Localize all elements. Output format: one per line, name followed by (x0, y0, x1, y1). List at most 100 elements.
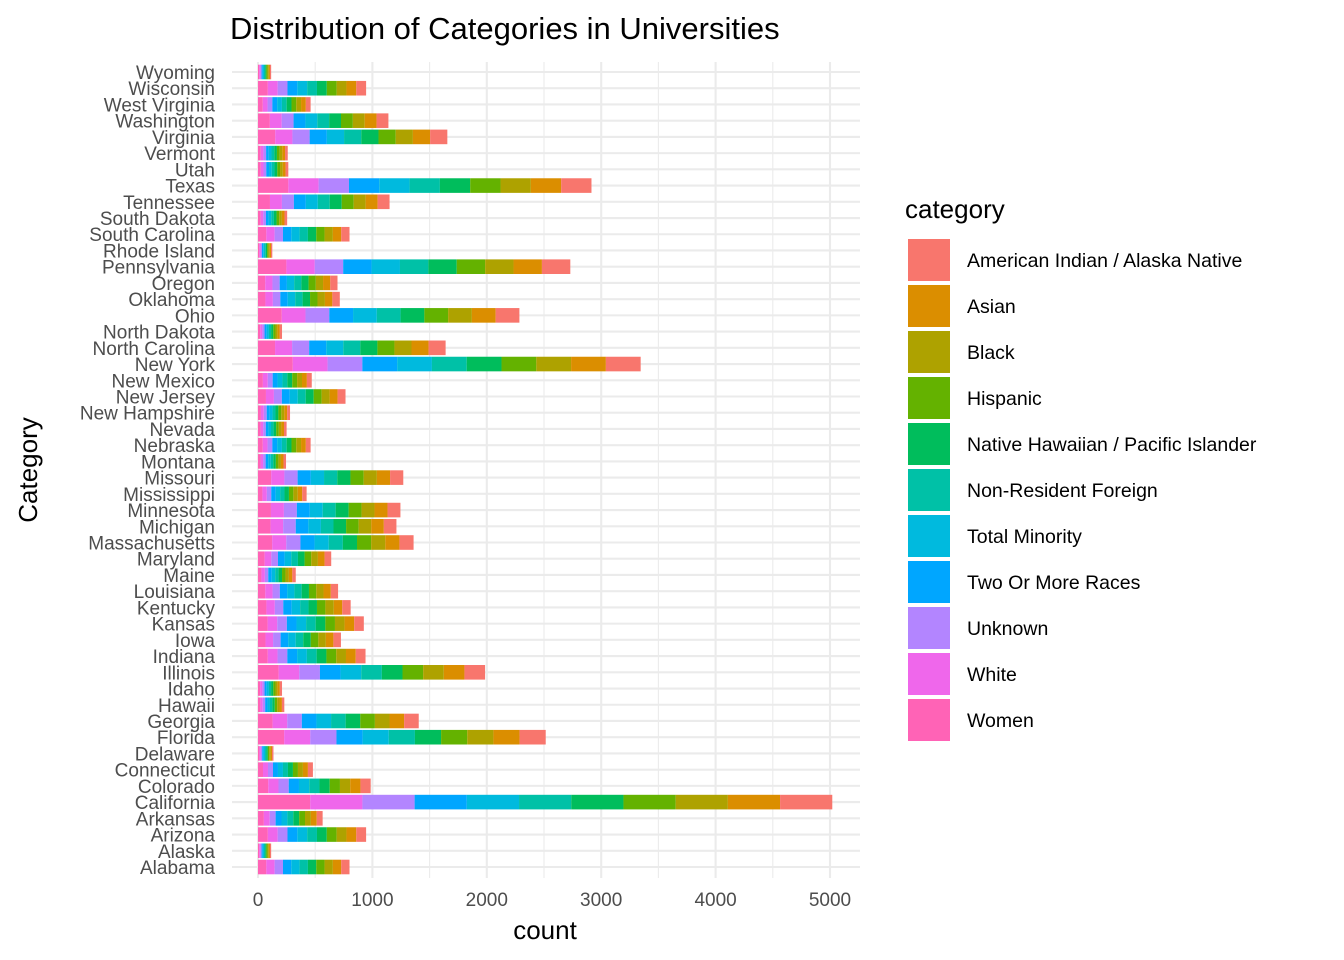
bar-segment-white (310, 794, 363, 810)
bar-segment-unknown (281, 194, 294, 210)
legend-swatch (908, 653, 950, 695)
legend-item-native-hawaiian-pacific-islander: Native Hawaiian / Pacific Islander (908, 423, 1257, 465)
bar-segment-american-indian-alaska-native (341, 859, 350, 875)
bar-segment-two-or-more-races (265, 697, 268, 713)
y-tick-label: West Virginia (104, 95, 216, 116)
bar-segment-total-minority (281, 811, 288, 826)
bar-segment-white (265, 275, 273, 291)
bar-segment-two-or-more-races (272, 762, 278, 777)
bar-segment-unknown (271, 551, 278, 567)
bar-segment-hispanic (291, 97, 297, 112)
legend-item-hispanic: Hispanic (908, 377, 1042, 419)
bar-segment-unknown (260, 843, 262, 859)
x-tick-label: 5000 (809, 890, 851, 911)
bar-segment-asian (411, 340, 429, 356)
legend-swatch (908, 607, 950, 649)
bar-segment-black (297, 762, 303, 777)
bar-segment-white (269, 194, 282, 210)
y-axis-title: Category (13, 417, 43, 523)
bar-connecticut (258, 762, 313, 777)
bar-utah (258, 162, 289, 177)
bar-segment-total-minority (310, 470, 325, 485)
bar-segment-black (278, 421, 282, 437)
bar-idaho (258, 681, 283, 696)
bar-segment-asian (270, 746, 273, 761)
bar-segment-hispanic (424, 308, 449, 323)
bar-segment-two-or-more-races (319, 665, 341, 680)
bar-segment-black (269, 746, 271, 761)
bar-segment-two-or-more-races (280, 291, 288, 307)
y-tick-label: Arkansas (136, 809, 215, 830)
bar-segment-women (258, 762, 263, 777)
bar-segment-total-minority (297, 80, 308, 96)
bar-segment-white (260, 421, 264, 437)
bar-segment-non-resident-foreign (282, 372, 288, 388)
bar-segment-women (258, 616, 268, 631)
bar-pennsylvania (258, 259, 571, 274)
bar-segment-native-hawaiian-pacific-islander (305, 389, 314, 404)
bar-segment-american-indian-alaska-native (387, 502, 401, 518)
bar-segment-total-minority (298, 778, 310, 794)
bar-segment-women (258, 648, 268, 664)
bar-segment-white (259, 64, 261, 80)
bar-segment-unknown (314, 259, 344, 274)
bar-segment-asian (332, 859, 342, 875)
bar-segment-american-indian-alaska-native (495, 308, 520, 323)
bar-segment-women (258, 356, 293, 372)
bar-segment-native-hawaiian-pacific-islander (337, 470, 351, 485)
bar-segment-total-minority (268, 145, 272, 161)
bar-segment-asian (288, 567, 293, 583)
bar-segment-native-hawaiian-pacific-islander (361, 129, 379, 145)
bar-segment-black (423, 665, 444, 680)
bar-segment-women (258, 97, 263, 112)
bar-segment-unknown (272, 275, 280, 291)
bar-segment-asian (280, 454, 284, 469)
bar-segment-two-or-more-races (295, 518, 309, 534)
bar-segment-two-or-more-races (271, 486, 276, 502)
bar-segment-non-resident-foreign (331, 713, 346, 729)
bar-segment-american-indian-alaska-native (605, 356, 641, 372)
bar-segment-unknown (262, 681, 265, 696)
bar-segment-black (336, 827, 347, 842)
bar-segment-two-or-more-races (287, 827, 298, 842)
bar-segment-non-resident-foreign (343, 340, 361, 356)
bar-segment-two-or-more-races (348, 178, 380, 193)
bar-segment-women (258, 859, 267, 875)
bar-segment-two-or-more-races (281, 389, 290, 404)
bar-segment-white (259, 243, 261, 258)
bar-segment-non-resident-foreign (309, 778, 320, 794)
bar-segment-white (260, 697, 263, 713)
bar-segment-total-minority (262, 843, 264, 859)
bar-segment-native-hawaiian-pacific-islander (329, 113, 341, 128)
bar-segment-native-hawaiian-pacific-islander (315, 616, 326, 631)
bar-arizona (258, 827, 367, 842)
bar-segment-hispanic (402, 665, 424, 680)
y-tick-label: Washington (115, 112, 215, 133)
bar-segment-unknown (263, 405, 267, 421)
bar-segment-non-resident-foreign (307, 80, 317, 96)
bar-segment-women (258, 210, 261, 226)
bar-segment-two-or-more-races (414, 794, 467, 810)
legend-swatch (908, 469, 950, 511)
bar-segment-women (258, 80, 268, 96)
bar-segment-white (275, 340, 293, 356)
y-tick-label: New Jersey (116, 387, 216, 408)
bar-segment-black (281, 405, 285, 421)
bar-segment-american-indian-alaska-native (428, 340, 446, 356)
y-tick-label: Nevada (150, 420, 216, 441)
bar-segment-non-resident-foreign (268, 324, 272, 339)
bar-segment-black (296, 437, 302, 453)
bar-segment-hispanic (501, 356, 537, 372)
bar-segment-total-minority (340, 665, 362, 680)
bar-segment-white (265, 389, 274, 404)
bar-segment-hispanic (326, 648, 337, 664)
bar-segment-white (271, 470, 285, 485)
bar-missouri (258, 470, 404, 485)
bar-segment-hispanic (273, 324, 276, 339)
bar-segment-two-or-more-races (266, 145, 269, 161)
bar-segment-white (263, 811, 270, 826)
legend-label: Women (967, 710, 1034, 732)
bar-segment-women (258, 600, 267, 615)
bar-segment-women (258, 437, 263, 453)
bar-segment-hispanic (316, 600, 326, 615)
